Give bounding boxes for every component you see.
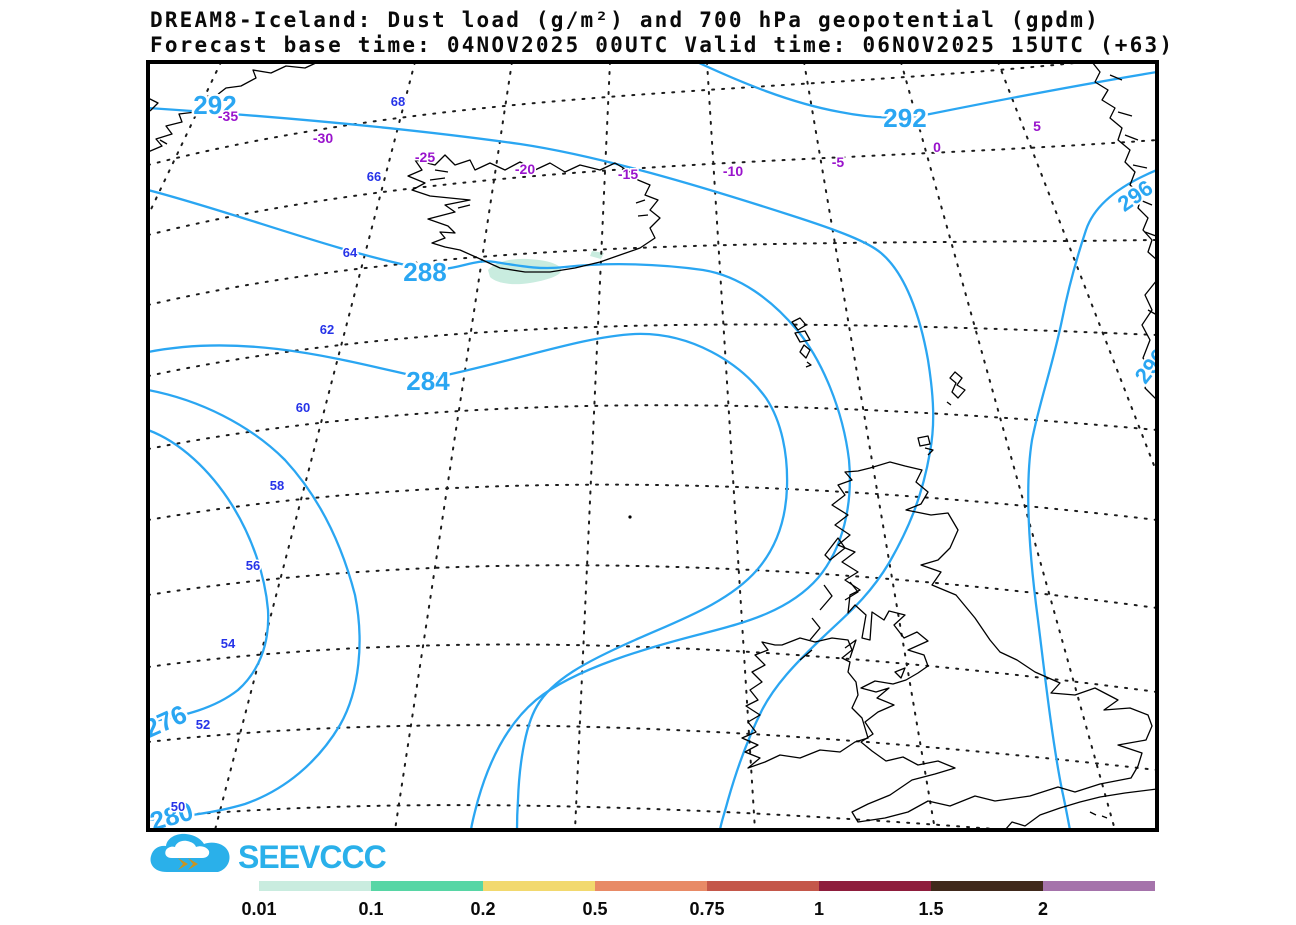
coast-faroe [791, 317, 812, 368]
graticule-meridians [148, 62, 1157, 830]
map-plot-area: 292 292 296 296 288 284 280 276 68 66 64… [148, 62, 1172, 830]
lat-label-62: 62 [320, 322, 334, 337]
coast-shetland [946, 371, 966, 406]
legend-tick-0.1: 0.1 [358, 899, 383, 919]
map-frame [146, 60, 1159, 832]
coast-great-britain [831, 461, 1153, 823]
contour-label-292-east: 292 [883, 103, 926, 133]
contour-label-296-lower: 296 [1130, 344, 1172, 388]
legend-tick-1: 1 [814, 899, 824, 919]
coast-orkney [917, 435, 934, 456]
lon-label-m20: -20 [515, 161, 535, 177]
lon-label-m5: -5 [832, 154, 845, 170]
lon-label-m15: -15 [618, 166, 638, 182]
contour-288 [148, 188, 851, 830]
lat-label-64: 64 [343, 245, 358, 260]
coast-greenland-islets [148, 97, 168, 145]
lon-label-0: 0 [933, 139, 941, 155]
contour-label-292-west: 292 [193, 90, 236, 120]
contour-292-west [148, 106, 935, 830]
legend-segment-5 [707, 881, 819, 891]
legend-tick-0.01: 0.01 [241, 899, 276, 919]
coast-greenland [148, 62, 319, 153]
coastlines [148, 62, 1157, 830]
legend-tick-0.75: 0.75 [689, 899, 724, 919]
legend-tick-2: 2 [1038, 899, 1048, 919]
cloud-icon [150, 833, 230, 872]
legend-segment-3 [483, 881, 595, 891]
lat-label-60: 60 [296, 400, 310, 415]
coast-isle-of-man [894, 667, 906, 679]
contour-280 [148, 388, 361, 822]
lon-label-m10: -10 [723, 163, 743, 179]
coast-hebrides [799, 537, 859, 661]
legend-tick-0.2: 0.2 [470, 899, 495, 919]
contour-label-288: 288 [403, 257, 446, 287]
lat-label-66: 66 [367, 169, 381, 184]
lon-label-m25: -25 [415, 149, 435, 165]
lon-label-m35: -35 [218, 108, 238, 124]
contour-276 [148, 428, 270, 724]
latitude-labels: 68 66 64 62 60 58 56 54 52 50 [169, 93, 406, 816]
dust-legend-bar: 0.01 0.1 0.2 0.5 0.75 1 1.5 2 [241, 881, 1155, 919]
contour-label-296-upper: 296 [1113, 175, 1157, 217]
lat-label-52: 52 [196, 717, 210, 732]
arrow-glyph [178, 858, 198, 870]
legend-segment-8 [1043, 881, 1155, 891]
legend-tick-0.5: 0.5 [582, 899, 607, 919]
legend-segment-1 [259, 881, 371, 891]
contour-296 [1027, 168, 1157, 830]
legend-segment-6 [819, 881, 931, 891]
lat-label-56: 56 [246, 558, 260, 573]
map-subtitle: Forecast base time: 04NOV2025 00UTC Vali… [150, 33, 1174, 57]
contour-284 [148, 332, 789, 830]
contour-292-east [695, 62, 1157, 119]
lat-label-68: 68 [391, 94, 405, 109]
lon-label-5: 5 [1033, 118, 1041, 134]
coast-ireland [741, 637, 869, 769]
legend-segment-4 [595, 881, 707, 891]
coast-iceland-fjords [429, 169, 649, 217]
legend-segment-7 [931, 881, 1043, 891]
coast-rockall-islet [628, 515, 632, 519]
seevccc-logo: SEEVCCC [150, 833, 388, 875]
logo-text: SEEVCCC [238, 839, 387, 875]
lat-label-50: 50 [171, 799, 185, 814]
graticule-parallels [148, 62, 1157, 830]
contour-label-284: 284 [406, 366, 450, 396]
lat-label-54: 54 [221, 636, 236, 651]
coast-norway-fjords [1109, 74, 1157, 365]
map-title: DREAM8-Iceland: Dust load (g/m²) and 700… [150, 8, 1100, 32]
legend-segment-2 [371, 881, 483, 891]
lon-label-m30: -30 [313, 130, 333, 146]
coast-france-channel [1004, 788, 1157, 830]
longitude-labels: -35 -30 -25 -20 -15 -10 -5 0 5 [216, 107, 1042, 184]
geopotential-contours [148, 62, 1157, 830]
coast-norway [1091, 62, 1157, 401]
lat-label-58: 58 [270, 478, 284, 493]
legend-tick-1.5: 1.5 [918, 899, 943, 919]
coast-iceland [407, 154, 661, 273]
